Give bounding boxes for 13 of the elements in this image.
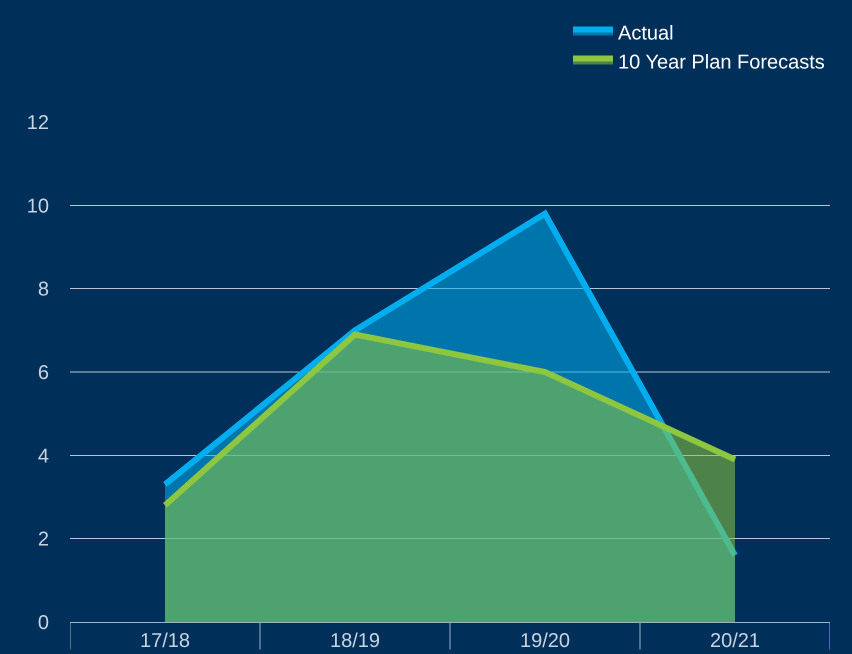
y-tick-label: 0 xyxy=(38,612,49,634)
y-tick-label: 8 xyxy=(38,278,49,301)
x-tick-label: 19/20 xyxy=(520,630,570,652)
x-tick-label: 17/18 xyxy=(140,630,190,652)
x-tick-label: 18/19 xyxy=(330,630,380,652)
y-tick-label: 12 xyxy=(26,112,49,134)
legend-label: 10 Year Plan Forecasts xyxy=(618,51,825,74)
y-tick-label: 4 xyxy=(38,445,49,468)
y-tick-label: 10 xyxy=(26,195,49,218)
y-tick-label: 6 xyxy=(38,362,49,384)
legend-label: Actual xyxy=(618,22,674,44)
x-tick-label: 20/21 xyxy=(710,630,760,652)
y-tick-label: 2 xyxy=(38,528,49,551)
